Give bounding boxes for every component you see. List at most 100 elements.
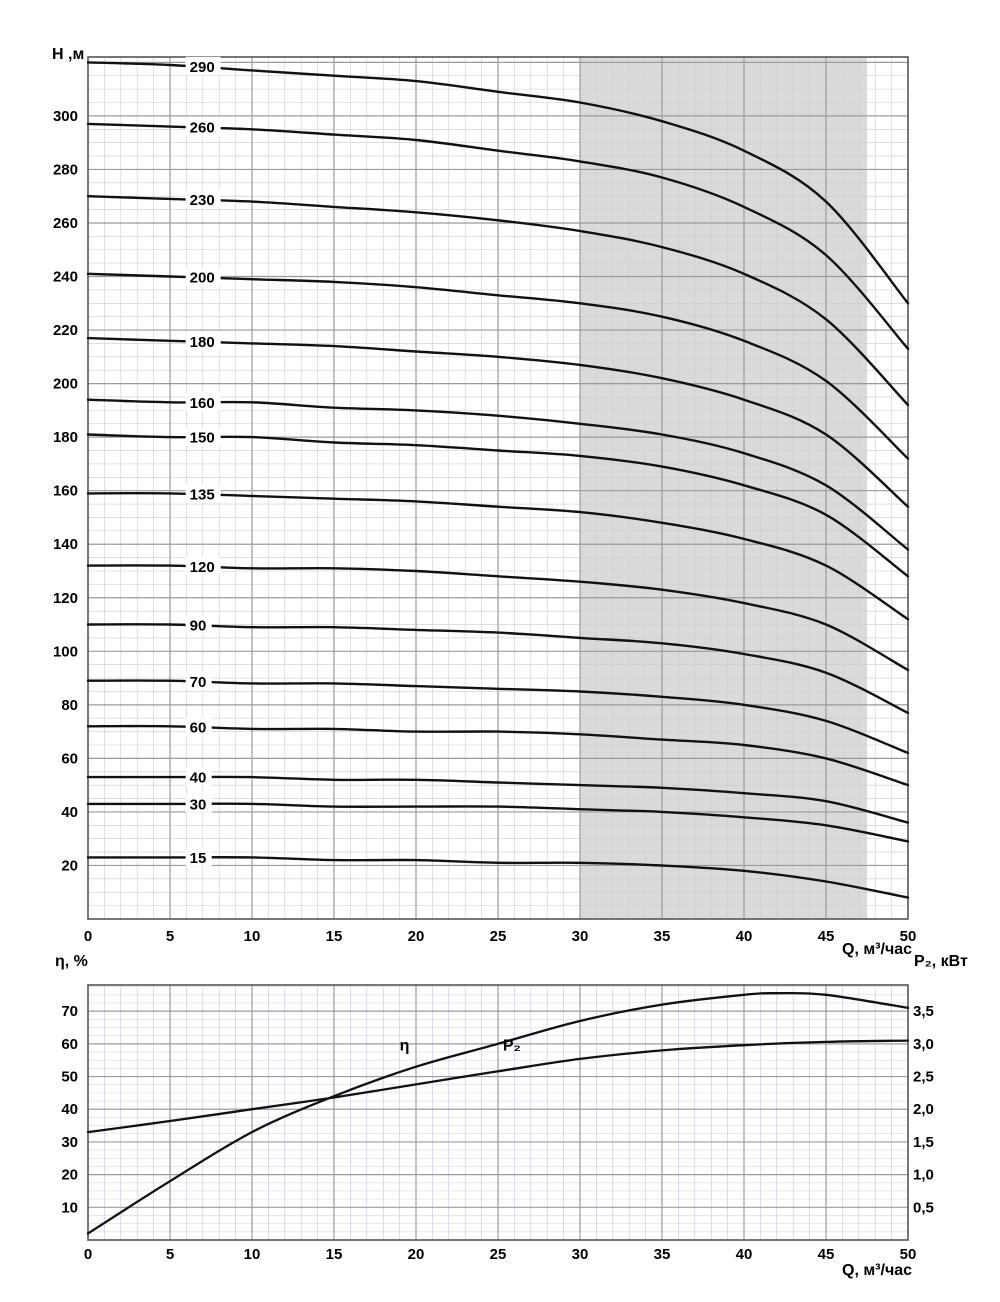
p2-curve bbox=[86, 1039, 910, 1134]
top-y-tick-label: 100 bbox=[53, 643, 78, 660]
bottom-x-tick-label: 25 bbox=[490, 1246, 507, 1263]
curve-label-200: 200 bbox=[190, 270, 215, 287]
p2-tick-label: 3,0 bbox=[913, 1036, 934, 1053]
top-x-tick-label: 50 bbox=[900, 928, 917, 945]
eta-curve bbox=[86, 991, 910, 1235]
bottom-x-tick-label: 10 bbox=[244, 1246, 261, 1263]
curve-label-bg-60 bbox=[185, 717, 212, 736]
q-axis-title-bottom: Q, м³/час bbox=[842, 1262, 913, 1279]
h-q-curve-290 bbox=[86, 61, 910, 305]
p2-curve-label: P₂ bbox=[503, 1037, 521, 1054]
top-y-tick-label: 280 bbox=[53, 161, 78, 178]
curve-label-bg-30 bbox=[185, 794, 212, 813]
recommended-operating-band bbox=[580, 57, 867, 919]
curve-label-90: 90 bbox=[190, 618, 207, 635]
bottom-x-tick-label: 35 bbox=[654, 1246, 671, 1263]
h-q-curve-135 bbox=[86, 491, 910, 621]
p2-tick-label: 1,5 bbox=[913, 1134, 934, 1151]
h-q-curve-40 bbox=[86, 775, 910, 824]
p2-tick-label: 0,5 bbox=[913, 1199, 934, 1216]
curve-label-120: 120 bbox=[190, 559, 215, 576]
top-y-tick-label: 200 bbox=[53, 376, 78, 393]
top-y-tick-label: 160 bbox=[53, 483, 78, 500]
h-q-curve-70 bbox=[86, 679, 910, 755]
top-y-tick-label: 220 bbox=[53, 322, 78, 339]
top-y-tick-label: 140 bbox=[53, 536, 78, 553]
curve-label-30: 30 bbox=[190, 796, 207, 813]
top-plot-frame bbox=[87, 56, 909, 920]
p2-tick-label: 3,5 bbox=[913, 1003, 934, 1020]
p2-tick-label: 2,0 bbox=[913, 1101, 934, 1118]
top-y-tick-label: 40 bbox=[61, 804, 78, 821]
bottom-x-tick-label: 40 bbox=[736, 1246, 753, 1263]
h-q-curve-230 bbox=[86, 195, 910, 407]
top-x-tick-label: 25 bbox=[490, 928, 507, 945]
h-q-curve-30 bbox=[86, 802, 910, 843]
curve-label-160: 160 bbox=[190, 395, 215, 412]
top-y-tick-label: 20 bbox=[61, 857, 78, 874]
curve-label-bg-180 bbox=[185, 331, 221, 350]
curve-label-bg-290 bbox=[185, 56, 221, 75]
eta-tick-label: 20 bbox=[61, 1167, 78, 1184]
eta-axis-title: η, % bbox=[55, 953, 88, 970]
h-q-curve-260 bbox=[86, 122, 910, 350]
eta-tick-label: 30 bbox=[61, 1134, 78, 1151]
curve-label-bg-40 bbox=[185, 767, 212, 786]
curve-label-bg-260 bbox=[185, 117, 221, 136]
bottom-x-tick-label: 20 bbox=[408, 1246, 425, 1263]
top-x-tick-label: 15 bbox=[326, 928, 343, 945]
eta-curve-label: η bbox=[400, 1037, 410, 1054]
p2-tick-label: 1,0 bbox=[913, 1167, 934, 1184]
h-q-curve-90 bbox=[86, 623, 910, 715]
eta-tick-label: 10 bbox=[61, 1199, 78, 1216]
top-x-tick-label: 20 bbox=[408, 928, 425, 945]
curve-label-230: 230 bbox=[190, 192, 215, 209]
top-x-tick-label: 30 bbox=[572, 928, 589, 945]
h-q-curve-200 bbox=[86, 272, 910, 460]
top-x-tick-label: 0 bbox=[84, 928, 92, 945]
h-q-curve-180 bbox=[86, 336, 910, 508]
curve-label-bg-230 bbox=[185, 190, 221, 209]
top-x-tick-label: 35 bbox=[654, 928, 671, 945]
curve-label-135: 135 bbox=[190, 486, 215, 503]
curve-label-bg-135 bbox=[185, 484, 221, 503]
h-q-curve-160 bbox=[86, 398, 910, 551]
curve-label-40: 40 bbox=[190, 770, 207, 787]
eta-tick-label: 40 bbox=[61, 1101, 78, 1118]
p2-axis-title: P₂, кВт bbox=[914, 953, 968, 970]
curve-label-bg-150 bbox=[185, 427, 221, 446]
top-x-tick-label: 10 bbox=[244, 928, 261, 945]
bottom-x-tick-label: 50 bbox=[900, 1246, 917, 1263]
eta-tick-label: 50 bbox=[61, 1069, 78, 1086]
curve-label-260: 260 bbox=[190, 120, 215, 137]
top-x-tick-label: 5 bbox=[166, 928, 174, 945]
bottom-x-tick-label: 5 bbox=[166, 1246, 174, 1263]
curve-label-bg-120 bbox=[185, 556, 221, 575]
h-q-curve-60 bbox=[86, 724, 910, 787]
curve-label-150: 150 bbox=[190, 430, 215, 447]
h-axis-title: H ,м bbox=[52, 46, 85, 63]
bottom-x-tick-label: 15 bbox=[326, 1246, 343, 1263]
curve-label-bg-70 bbox=[185, 671, 212, 690]
curve-label-290: 290 bbox=[190, 59, 215, 76]
top-y-tick-label: 240 bbox=[53, 269, 78, 286]
eta-tick-label: 60 bbox=[61, 1036, 78, 1053]
bottom-x-tick-label: 30 bbox=[572, 1246, 589, 1263]
h-q-curve-120 bbox=[86, 564, 910, 672]
curve-label-bg-160 bbox=[185, 392, 221, 411]
curve-label-180: 180 bbox=[190, 334, 215, 351]
top-y-tick-label: 300 bbox=[53, 108, 78, 125]
q-axis-title-top: Q, м³/час bbox=[842, 941, 913, 958]
curve-label-70: 70 bbox=[190, 674, 207, 691]
bottom-x-tick-label: 0 bbox=[84, 1246, 92, 1263]
top-x-tick-label: 45 bbox=[818, 928, 835, 945]
h-q-curve-150 bbox=[86, 433, 910, 578]
eta-tick-label: 70 bbox=[61, 1003, 78, 1020]
top-y-tick-label: 180 bbox=[53, 429, 78, 446]
curve-label-60: 60 bbox=[190, 719, 207, 736]
top-y-tick-label: 260 bbox=[53, 215, 78, 232]
bottom-x-tick-label: 45 bbox=[818, 1246, 835, 1263]
h-q-curve-15 bbox=[86, 856, 910, 899]
